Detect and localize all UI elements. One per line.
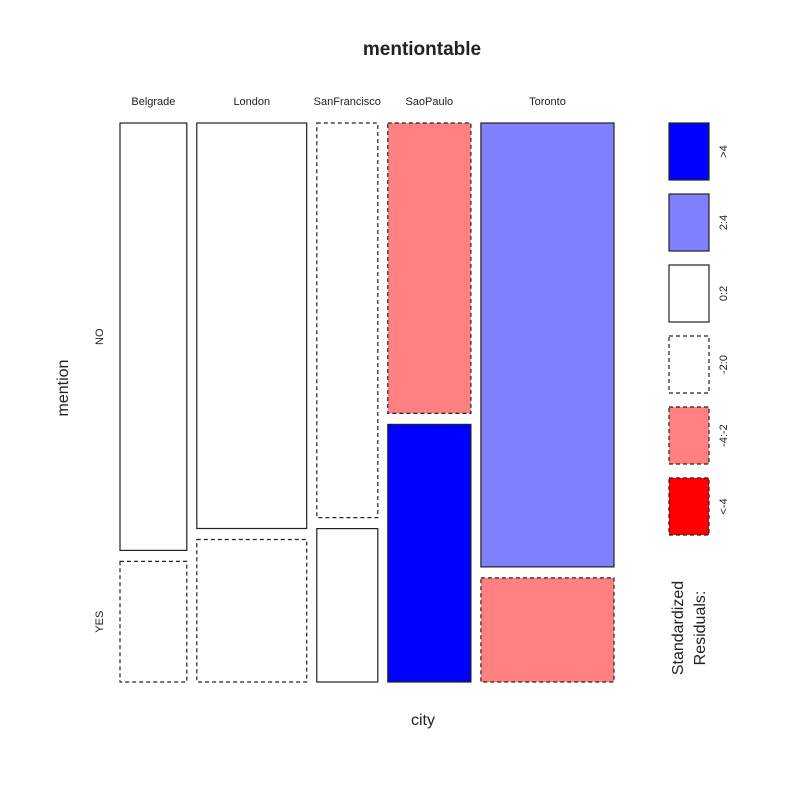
row-label-no: NO bbox=[94, 328, 106, 345]
cell-saopaulo-yes bbox=[387, 423, 472, 683]
city-label-saopaulo: SaoPaulo bbox=[405, 96, 453, 108]
legend-swatch-0 bbox=[668, 122, 710, 181]
cell-toronto-no bbox=[480, 122, 615, 568]
cell-london-yes bbox=[196, 538, 308, 683]
x-axis-label: city bbox=[411, 712, 435, 729]
cell-belgrade-no bbox=[119, 122, 188, 551]
legend-swatch-1 bbox=[668, 193, 710, 252]
cell-sanfrancisco-yes bbox=[316, 527, 379, 683]
legend-label-0: >4 bbox=[718, 145, 730, 158]
city-label-toronto: Toronto bbox=[529, 96, 566, 108]
mosaic-plot: Belgrade London SanFrancisco SaoPaulo Toront… bbox=[94, 96, 615, 683]
legend-swatch-2 bbox=[668, 264, 710, 323]
cell-sanfrancisco-no bbox=[316, 122, 379, 519]
cell-toronto-yes bbox=[480, 577, 615, 683]
legend-label-2: 0:2 bbox=[718, 286, 730, 301]
legend-label-1: 2:4 bbox=[718, 215, 730, 230]
legend-swatch-5 bbox=[668, 477, 710, 536]
cell-belgrade-yes bbox=[119, 560, 188, 683]
legend: >4 2:4 0:2 -2:0 -4:-2 <-4 Standardized Residual… bbox=[668, 122, 730, 675]
y-axis-label: mention bbox=[55, 360, 72, 417]
city-label-london: London bbox=[233, 96, 270, 108]
legend-label-3: -2:0 bbox=[718, 355, 730, 374]
legend-title-line-1: Residuals: bbox=[692, 591, 709, 666]
legend-swatch-4 bbox=[668, 406, 710, 465]
city-label-belgrade: Belgrade bbox=[131, 96, 175, 108]
city-label-sanfrancisco: SanFrancisco bbox=[314, 96, 381, 108]
chart-title: mentiontable bbox=[363, 39, 481, 60]
row-label-yes: YES bbox=[94, 611, 106, 633]
legend-swatch-3 bbox=[668, 335, 710, 394]
cell-london-no bbox=[196, 122, 308, 530]
legend-label-4: -4:-2 bbox=[718, 424, 730, 447]
legend-title-line-0: Standardized bbox=[670, 581, 687, 675]
legend-label-5: <-4 bbox=[718, 498, 730, 514]
cell-saopaulo-no bbox=[387, 122, 472, 414]
